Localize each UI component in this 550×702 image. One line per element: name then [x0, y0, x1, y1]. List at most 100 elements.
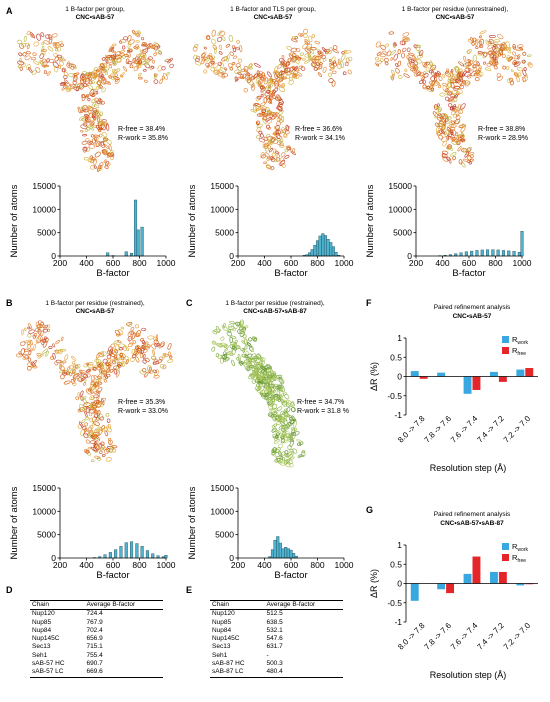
helix-mark — [85, 388, 93, 395]
helix-mark — [321, 47, 327, 52]
helix-mark — [263, 142, 269, 148]
helix-mark — [92, 365, 99, 369]
helix-mark — [90, 406, 94, 410]
helix-mark — [108, 144, 112, 151]
helix-mark — [96, 403, 104, 407]
helix-mark — [265, 112, 269, 117]
histogram-bar — [308, 252, 312, 257]
value-cell: 669.6 — [84, 668, 163, 678]
helix-mark — [458, 61, 465, 67]
helix-mark — [155, 334, 159, 342]
helix-mark — [466, 146, 473, 152]
chain-cell: Sec13 — [212, 643, 231, 651]
value-cell: 480.4 — [264, 668, 343, 678]
y-tick-label: 0 — [397, 579, 402, 589]
helix-mark — [203, 46, 208, 50]
helix-mark — [63, 74, 68, 80]
helix-mark — [206, 65, 210, 69]
column-header: Average B-factor — [264, 599, 343, 611]
helix-mark — [254, 362, 260, 366]
helix-mark — [281, 115, 285, 123]
helix-mark — [153, 52, 157, 57]
helix-mark — [408, 56, 412, 64]
helix-mark — [465, 63, 471, 69]
helix-mark — [79, 79, 85, 84]
helix-mark — [407, 62, 412, 68]
helix-mark — [110, 353, 116, 357]
y-axis-label: Number of atoms — [365, 184, 376, 257]
helix-mark — [80, 377, 86, 381]
helix-mark — [275, 455, 283, 459]
helix-mark — [466, 50, 471, 54]
helix-mark — [522, 51, 527, 56]
helix-mark — [151, 343, 157, 350]
helix-mark — [317, 51, 323, 59]
helix-mark — [246, 366, 251, 372]
helix-mark — [92, 401, 97, 406]
helix-mark — [274, 150, 280, 155]
helix-mark — [454, 118, 461, 125]
helix-mark — [271, 152, 276, 157]
helix-mark — [302, 43, 308, 50]
helix-mark — [146, 45, 151, 50]
helix-mark — [137, 30, 141, 35]
helix-mark — [34, 328, 40, 333]
histogram-bar — [270, 549, 274, 559]
helix-mark — [501, 53, 506, 59]
helix-mark — [265, 117, 272, 122]
helix-mark — [255, 105, 261, 111]
legend-subscript: work — [517, 340, 528, 346]
helix-mark — [77, 391, 81, 399]
helix-mark — [103, 447, 107, 451]
helix-mark — [232, 327, 236, 332]
helix-mark — [92, 422, 97, 426]
helix-mark — [506, 57, 510, 62]
x-tick-label: 600 — [106, 560, 120, 570]
helix-mark — [515, 48, 523, 51]
helix-mark — [283, 431, 290, 436]
helix-mark — [250, 83, 255, 89]
helix-mark — [66, 87, 72, 93]
helix-mark — [445, 96, 450, 101]
helix-mark — [35, 321, 40, 328]
helix-mark — [271, 427, 277, 433]
helix-mark — [273, 126, 278, 130]
helix-mark — [253, 337, 257, 342]
helix-mark — [308, 55, 312, 61]
helix-mark — [85, 439, 90, 444]
title-line1: 1 B-factor per residue (restrained), — [45, 300, 145, 307]
helix-mark — [456, 89, 463, 94]
histogram-bar — [140, 546, 144, 559]
helix-mark — [71, 381, 77, 386]
chart-title: Paired refinement analysis — [434, 304, 511, 311]
helix-mark — [455, 67, 460, 73]
helix-mark — [283, 63, 289, 67]
helix-mark — [473, 72, 478, 77]
helix-mark — [153, 79, 159, 84]
helix-mark — [94, 151, 101, 158]
histogram-bar — [496, 249, 500, 257]
helix-mark — [30, 361, 36, 367]
helix-mark — [393, 53, 399, 61]
helix-mark — [114, 77, 119, 82]
helix-mark — [426, 85, 430, 90]
helix-mark — [117, 361, 125, 366]
helix-mark — [119, 53, 125, 57]
helix-mark — [257, 73, 261, 78]
helix-mark — [217, 30, 223, 36]
helix-mark — [194, 43, 199, 49]
value-cell: 638.5 — [266, 618, 283, 626]
helix-mark — [314, 40, 320, 45]
helix-mark — [95, 85, 100, 90]
helix-mark — [441, 153, 448, 159]
helix-mark — [438, 76, 443, 82]
helix-mark — [250, 76, 256, 81]
legend-swatch — [502, 336, 509, 343]
helix-mark — [298, 65, 304, 69]
helix-mark — [441, 126, 446, 131]
helix-mark — [40, 339, 45, 346]
helix-mark — [104, 54, 109, 61]
helix-mark — [32, 343, 37, 352]
helix-mark — [448, 158, 452, 164]
helix-mark — [81, 83, 89, 88]
